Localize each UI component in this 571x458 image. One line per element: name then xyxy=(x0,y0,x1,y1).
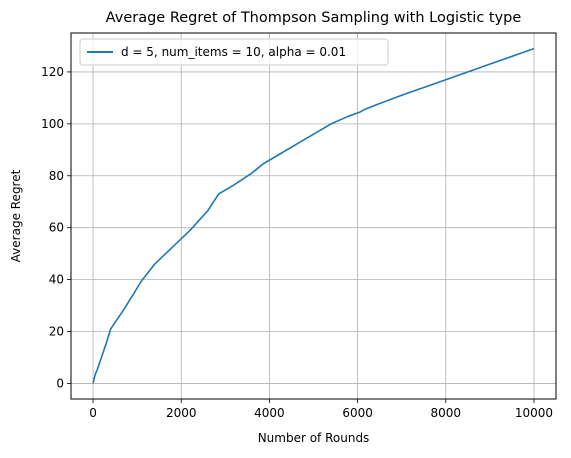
y-axis-ticks: 0 20 40 60 80 100 120 xyxy=(41,65,71,390)
x-axis-ticks: 0 2000 4000 6000 8000 10000 xyxy=(89,399,553,420)
x-tick-label: 4000 xyxy=(254,406,285,420)
legend-box xyxy=(79,38,389,66)
y-tick-label: 60 xyxy=(49,221,64,235)
grid-lines xyxy=(71,33,556,399)
series-line xyxy=(92,47,535,384)
legend: d = 5, num_items = 10, alpha = 0.01 xyxy=(79,38,389,66)
x-tick-label: 6000 xyxy=(342,406,373,420)
x-tick-label: 2000 xyxy=(166,406,197,420)
chart-title: Average Regret of Thompson Sampling with… xyxy=(106,10,522,26)
x-tick-label: 0 xyxy=(89,406,97,420)
legend-label: d = 5, num_items = 10, alpha = 0.01 xyxy=(121,45,346,59)
y-tick-label: 0 xyxy=(56,376,64,390)
series-layer xyxy=(92,47,535,384)
plot-frame xyxy=(70,32,557,400)
y-tick-label: 20 xyxy=(49,325,64,339)
y-axis-label: Average Regret xyxy=(9,169,23,262)
x-axis-label: Number of Rounds xyxy=(258,431,370,445)
x-tick-label: 8000 xyxy=(430,406,461,420)
y-tick-label: 100 xyxy=(41,117,64,131)
x-tick-label: 10000 xyxy=(515,406,553,420)
y-tick-label: 40 xyxy=(49,273,64,287)
y-tick-label: 120 xyxy=(41,65,64,79)
y-tick-label: 80 xyxy=(49,169,64,183)
